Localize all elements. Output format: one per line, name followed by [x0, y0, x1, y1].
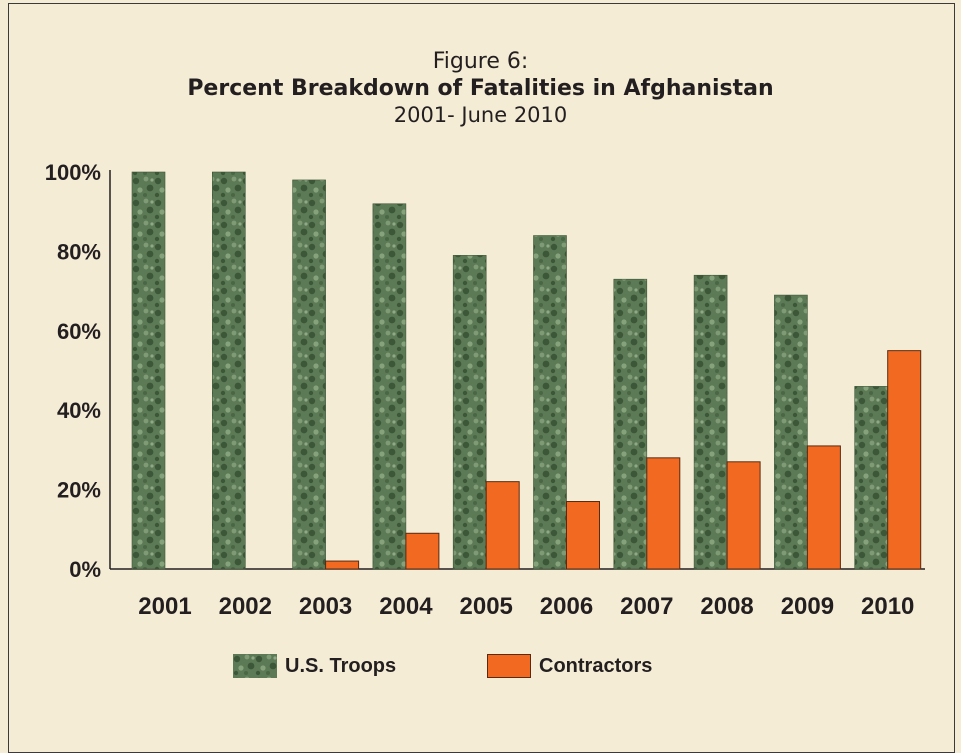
chart-title: Percent Breakdown of Fatalities in Afgha…: [187, 76, 774, 101]
y-tick-label: 60%: [57, 319, 101, 344]
x-tick-label: 2005: [460, 593, 513, 620]
y-tick-label: 40%: [57, 398, 101, 423]
x-tick-label: 2008: [700, 593, 753, 620]
bar-contractors-2009: [806, 445, 841, 570]
figure-label: Figure 6:: [432, 49, 529, 74]
legend-item-troops: U.S. Troops: [233, 654, 396, 678]
y-tick-label: 20%: [57, 478, 101, 503]
legend-label-troops: U.S. Troops: [285, 654, 397, 677]
legend: U.S. Troops Contractors: [0, 654, 961, 684]
bar-contractors-2004: [405, 532, 440, 570]
chart-title-block: Figure 6: Percent Breakdown of Fatalitie…: [0, 48, 961, 129]
y-tick-label: 0%: [69, 557, 101, 582]
bar-chart: 0% 20% 40% 60% 80% 100% 2001 2002 2003 2004 2005 2…: [45, 160, 925, 620]
x-tick-label: 2009: [781, 593, 834, 620]
bar-contractors-2008: [726, 461, 761, 570]
legend-label-contractors: Contractors: [539, 654, 653, 677]
x-tick-label: 2007: [620, 593, 673, 620]
bar-us-troops-2003: [292, 179, 326, 570]
bar-us-troops-2002: [212, 171, 246, 570]
bar-us-troops-2010: [854, 386, 889, 570]
x-tick-label: 2004: [379, 593, 433, 620]
bar-us-troops-2004: [372, 203, 407, 570]
x-tick-label: 2006: [540, 593, 593, 620]
legend-swatch-contractors: [487, 654, 531, 678]
bar-us-troops-2009: [774, 294, 808, 570]
x-tick-label: 2010: [861, 593, 914, 620]
chart-subtitle: 2001- June 2010: [393, 103, 568, 127]
bar-contractors-2007: [646, 457, 681, 570]
legend-swatch-troops: [233, 654, 277, 678]
bar-contractors-2005: [485, 481, 520, 570]
bar-us-troops-2008: [693, 274, 728, 570]
x-tick-label: 2001: [138, 593, 191, 620]
bar-us-troops-2005: [452, 255, 487, 570]
legend-item-contractors: Contractors: [487, 654, 652, 678]
x-tick-label: 2003: [299, 593, 352, 620]
bar-contractors-2010: [887, 350, 922, 570]
y-tick-label: 100%: [45, 160, 101, 185]
bar-us-troops-2007: [613, 278, 648, 570]
bar-us-troops-2006: [533, 235, 567, 570]
bar-contractors-2006: [566, 501, 600, 570]
bar-us-troops-2001: [131, 171, 166, 570]
x-tick-label: 2002: [219, 593, 272, 620]
y-tick-label: 80%: [57, 239, 101, 264]
bar-contractors-2003: [325, 560, 360, 570]
